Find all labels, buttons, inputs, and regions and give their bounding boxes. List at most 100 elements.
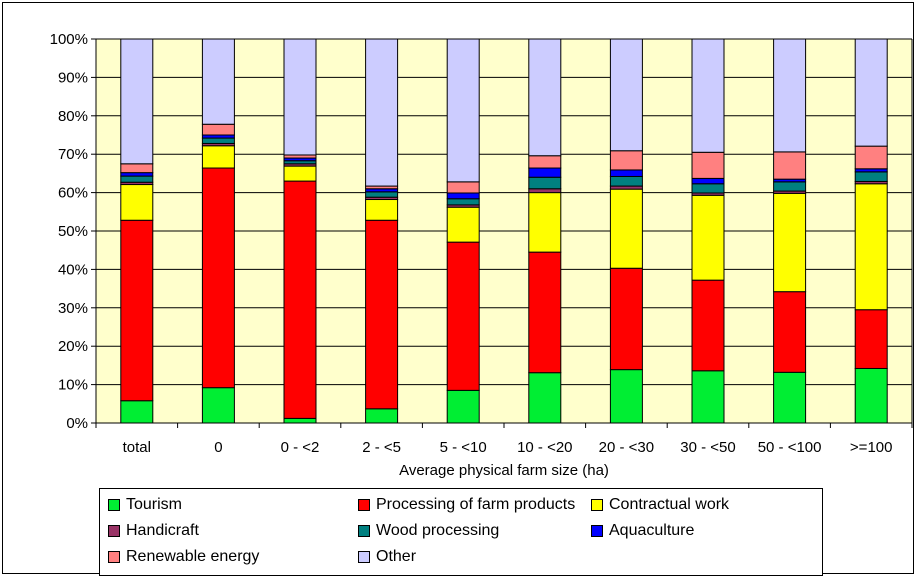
legend-item: Processing of farm products: [358, 494, 575, 516]
bar-segment-tourism: [609, 369, 643, 424]
legend-label: Wood processing: [376, 522, 500, 539]
bar-segment-processing-of-farm-products: [201, 167, 235, 389]
y-tick-label: 20%: [58, 338, 88, 355]
bar-segment-other: [446, 38, 480, 183]
x-tick-label: 10 - <20: [517, 439, 572, 456]
bar-segment-other: [854, 38, 888, 147]
bar-segment-handicraft: [528, 188, 562, 194]
bar-segment-processing-of-farm-products: [609, 267, 643, 371]
bar-segment-renewable-energy: [446, 181, 480, 194]
bar-segment-tourism: [365, 408, 399, 424]
y-tick-label: 70%: [58, 146, 88, 163]
bar-segment-renewable-energy: [609, 150, 643, 171]
y-tick-label: 90%: [58, 69, 88, 86]
bar-segment-tourism: [283, 417, 317, 424]
bar-segment-aquaculture: [528, 167, 562, 178]
bar-segment-contractual-work: [609, 188, 643, 269]
y-tick-label: 0%: [66, 415, 88, 432]
bar-segment-contractual-work: [365, 199, 399, 221]
legend-label: Processing of farm products: [376, 496, 576, 513]
bar-segment-wood-processing: [691, 183, 725, 194]
stacked-bar-chart: 0% 10% 20% 30% 40% 50% 60% 70% 80% 90% 100% total 0 0…: [50, 31, 913, 479]
bar-segment-tourism: [854, 367, 888, 424]
x-tick-label: 0: [214, 439, 222, 456]
bar-segment-other: [691, 38, 725, 153]
bar-segment-contractual-work: [528, 192, 562, 253]
x-tick-label: total: [123, 439, 151, 456]
bar-segment-wood-processing: [365, 191, 399, 198]
x-axis-title: Average physical farm size (ha): [399, 462, 609, 479]
bar-segment-processing-of-farm-products: [365, 219, 399, 410]
x-tick-label: 0 - <2: [281, 439, 320, 456]
legend-item: Aquaculture: [591, 520, 694, 542]
bar-segment-wood-processing: [201, 137, 235, 144]
bar-segment-wood-processing: [446, 198, 480, 206]
bar-segment-renewable-energy: [854, 145, 888, 170]
bar-segment-other: [528, 38, 562, 157]
bar-segment-other: [365, 38, 399, 187]
bar-segment-aquaculture: [691, 177, 725, 185]
bar-segment-other: [283, 38, 317, 156]
bar-segment-processing-of-farm-products: [773, 291, 807, 373]
bar-segment-tourism: [201, 387, 235, 424]
legend-label: Other: [376, 548, 417, 565]
bar-segment-processing-of-farm-products: [283, 180, 317, 419]
bar-segment-renewable-energy: [773, 151, 807, 180]
x-tick-label: 5 - <10: [440, 439, 487, 456]
y-tick-label: 100%: [50, 31, 88, 48]
y-tick-label: 50%: [58, 223, 88, 240]
y-tick-label: 60%: [58, 185, 88, 202]
bar-segment-tourism: [773, 371, 807, 424]
bar-segment-wood-processing: [120, 175, 154, 183]
y-tick-label: 30%: [58, 300, 88, 317]
y-tick-label: 40%: [58, 261, 88, 278]
legend-swatch: [358, 499, 370, 511]
bar-segment-contractual-work: [120, 184, 154, 221]
bar-segment-renewable-energy: [201, 123, 235, 136]
legend-item: Wood processing: [358, 520, 499, 542]
legend-label: Aquaculture: [609, 522, 695, 539]
bar-segment-renewable-energy: [120, 163, 154, 174]
bar-segment-contractual-work: [773, 192, 807, 293]
bar-segment-wood-processing: [854, 171, 888, 182]
legend-swatch: [591, 525, 603, 537]
legend-swatch: [108, 499, 120, 511]
legend: Tourism Processing of farm products Contra…: [99, 488, 823, 576]
bar-segment-wood-processing: [609, 175, 643, 187]
legend-swatch: [358, 551, 370, 563]
bar-segment-tourism: [120, 400, 154, 424]
bar-segment-contractual-work: [283, 165, 317, 182]
bar-segment-other: [609, 38, 643, 152]
legend-item: Other: [358, 546, 416, 568]
bar-segment-contractual-work: [446, 206, 480, 243]
bar-segment-aquaculture: [609, 169, 643, 177]
bar-segment-tourism: [446, 389, 480, 424]
legend-item: Renewable energy: [108, 546, 259, 568]
x-tick-label: 50 - <100: [758, 439, 822, 456]
legend-swatch: [591, 499, 603, 511]
legend-label: Handicraft: [126, 522, 199, 539]
legend-item: Tourism: [108, 494, 182, 516]
x-tick-label: 2 - <5: [362, 439, 401, 456]
bar-segment-processing-of-farm-products: [528, 251, 562, 374]
y-tick-label: 80%: [58, 108, 88, 125]
bar-segment-other: [773, 38, 807, 153]
bar-segment-contractual-work: [691, 194, 725, 281]
bar-segment-other: [120, 38, 154, 165]
legend-swatch: [108, 525, 120, 537]
x-tick-label: 30 - <50: [680, 439, 735, 456]
bar-segment-renewable-energy: [528, 155, 562, 169]
legend-label: Contractual work: [609, 496, 730, 513]
bar-segment-aquaculture: [120, 172, 154, 177]
legend-swatch: [108, 551, 120, 563]
bar-segment-processing-of-farm-products: [854, 309, 888, 369]
x-tick-label: 20 - <30: [599, 439, 654, 456]
bar-segment-processing-of-farm-products: [120, 219, 154, 402]
y-tick-label: 10%: [58, 377, 88, 394]
bar-segment-tourism: [528, 372, 562, 424]
legend-label: Tourism: [126, 496, 183, 513]
legend-item: Handicraft: [108, 520, 199, 542]
bar-segment-aquaculture: [446, 192, 480, 200]
legend-item: Contractual work: [591, 494, 729, 516]
